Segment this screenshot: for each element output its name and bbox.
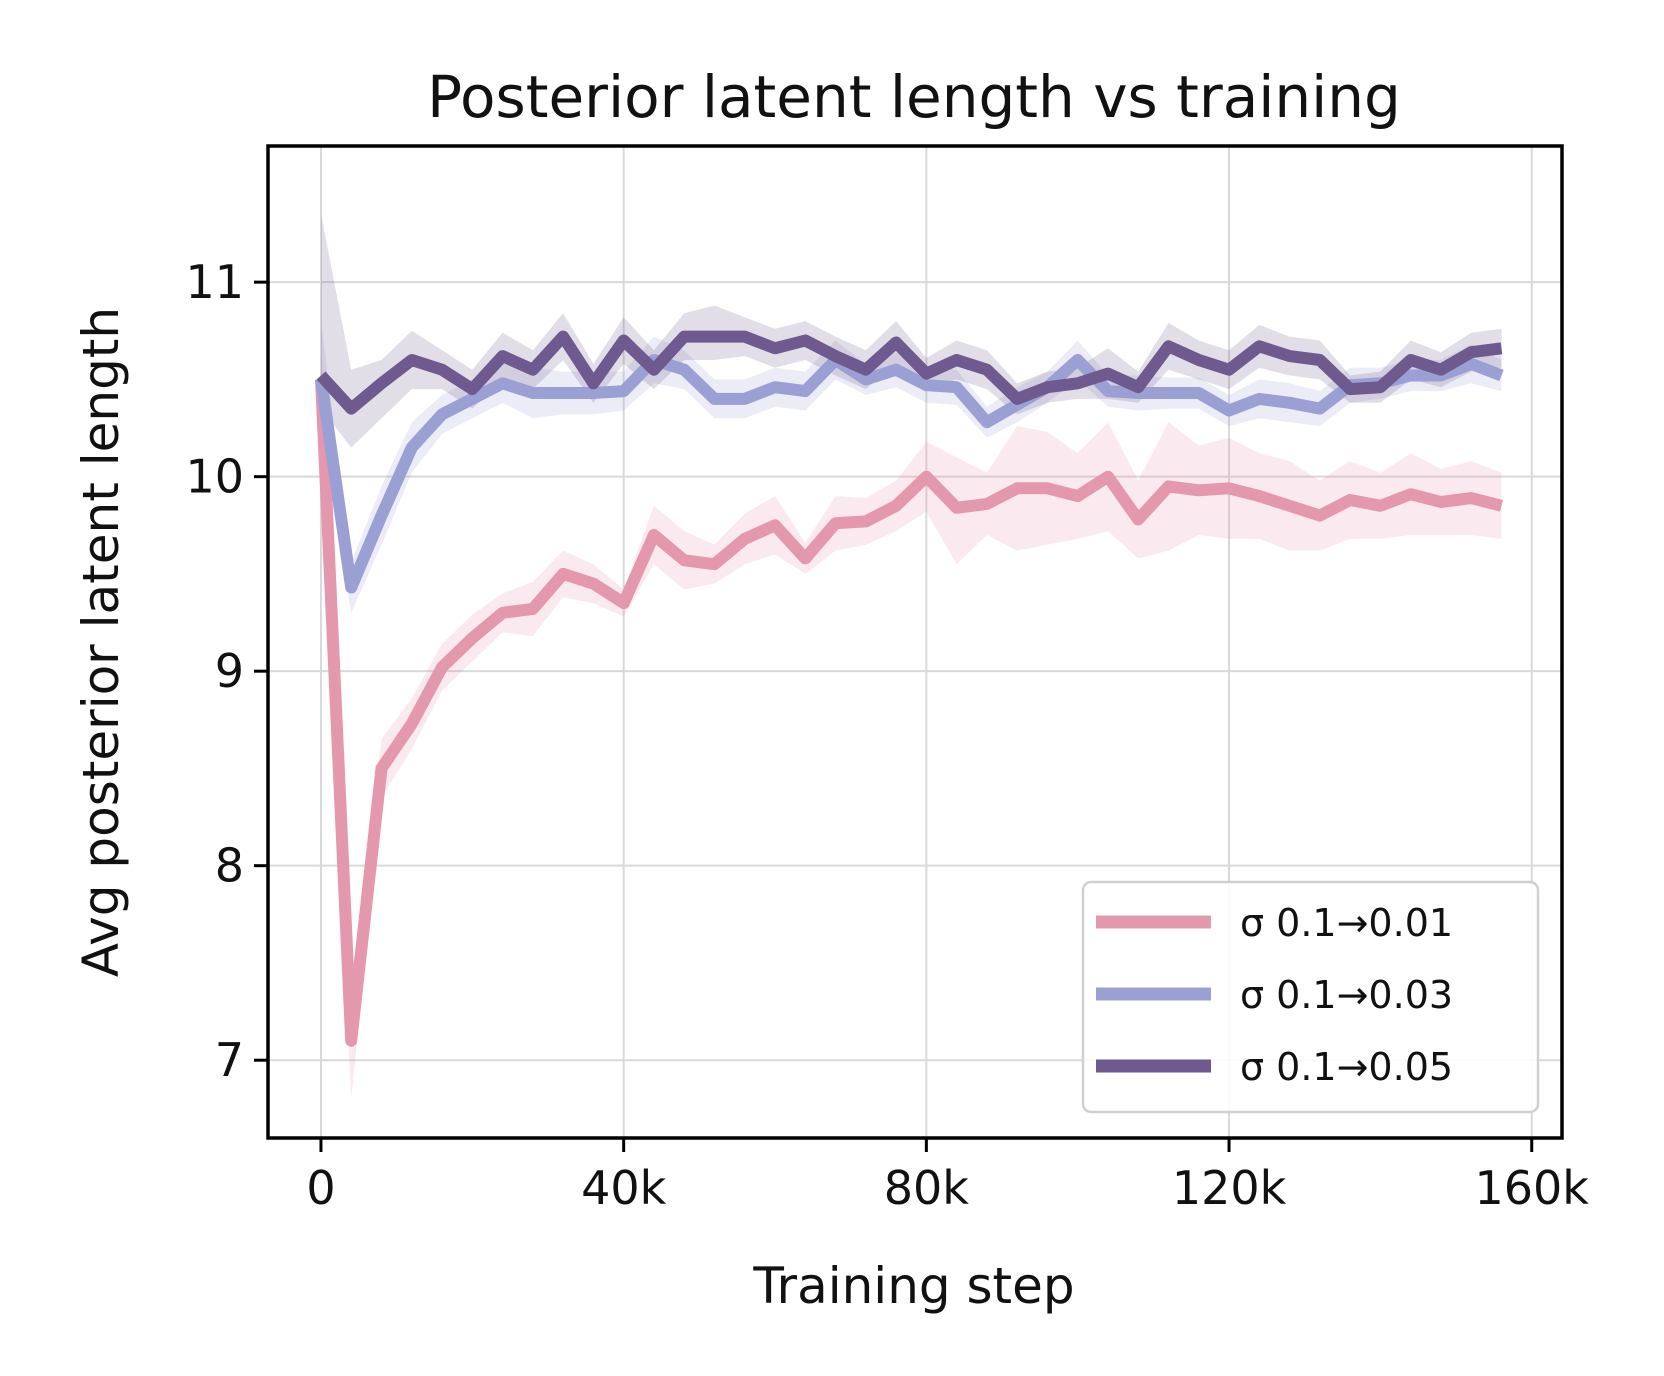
legend: σ 0.1→0.01 σ 0.1→0.03 σ 0.1→0.05 (1081, 880, 1540, 1114)
x-axis-label: Training step (752, 1257, 1074, 1315)
line-series-1 (315, 379, 1503, 1047)
legend-label-1: σ 0.1→0.01 (1240, 901, 1453, 945)
chart-title: Posterior latent length vs training (427, 63, 1401, 131)
legend-label-2: σ 0.1→0.03 (1240, 973, 1453, 1017)
y-tick-label: 8 (215, 839, 244, 893)
x-tick-label: 40k (581, 1161, 667, 1215)
plot-frame (266, 144, 1564, 1140)
legend-label-3: σ 0.1→0.05 (1240, 1045, 1453, 1089)
grid (268, 146, 1562, 1138)
y-tick-label: 9 (215, 644, 244, 698)
y-tick-label: 7 (215, 1033, 244, 1087)
line-series-3 (316, 330, 1503, 415)
line-series-2 (315, 354, 1504, 594)
x-tick-label: 0 (306, 1161, 335, 1215)
y-axis-ticks: 7 8 9 10 11 (185, 255, 268, 1087)
x-tick-label: 80k (884, 1161, 970, 1215)
x-axis-ticks: 0 40k 80k 120k 160k (306, 1138, 1589, 1215)
x-tick-label: 120k (1172, 1161, 1287, 1215)
legend-box (1081, 880, 1540, 1114)
series-lines (315, 330, 1504, 1047)
y-tick-label: 11 (185, 255, 244, 309)
band-series-1 (321, 340, 1502, 1100)
band-series-3 (321, 214, 1502, 448)
y-axis-label: Avg posterior latent length (72, 307, 130, 977)
x-tick-label: 160k (1475, 1161, 1590, 1215)
y-tick-label: 10 (185, 450, 244, 504)
